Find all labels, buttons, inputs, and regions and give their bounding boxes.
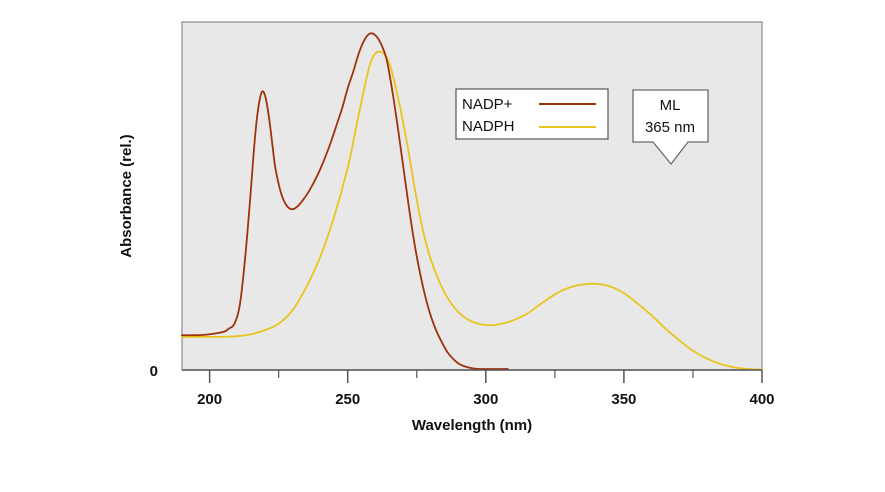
callout-line-2: 365 nm — [645, 119, 695, 136]
y-tick-labels: 0 — [150, 363, 158, 380]
series-line-nadp — [181, 32, 509, 370]
x-minor-ticks — [278, 370, 694, 378]
plot-area — [181, 21, 763, 371]
callout-arrow-shape — [632, 89, 709, 166]
ml-callout: ML 365 nm — [632, 89, 709, 166]
series-layer — [181, 32, 763, 371]
x-tick-label-300: 300 — [473, 391, 498, 408]
series-line-nadph — [181, 50, 763, 371]
x-tick-label-200: 200 — [197, 391, 222, 408]
legend: NADP+ NADPH — [455, 88, 609, 140]
y-axis-title: Absorbance (rel.) — [118, 134, 135, 257]
legend-label-nadp: NADP+ — [462, 96, 513, 113]
y-tick-label-0: 0 — [150, 363, 158, 380]
callout-line-1: ML — [660, 97, 681, 114]
x-major-ticks — [208, 370, 763, 383]
x-tick-label-250: 250 — [335, 391, 360, 408]
x-tick-label-400: 400 — [749, 391, 774, 408]
x-tick-label-350: 350 — [611, 391, 636, 408]
legend-label-nadph: NADPH — [462, 118, 515, 135]
legend-box — [455, 88, 609, 140]
x-tick-labels: 200 250 300 350 400 — [197, 391, 774, 408]
x-axis-title: Wavelength (nm) — [412, 417, 532, 434]
